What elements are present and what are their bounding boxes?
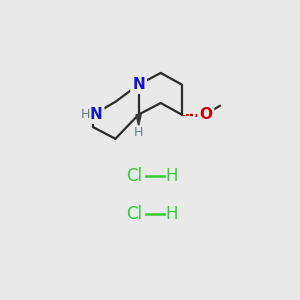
Text: N: N xyxy=(132,77,145,92)
Text: H: H xyxy=(134,126,143,139)
Text: Cl: Cl xyxy=(126,167,142,185)
Text: Cl: Cl xyxy=(126,205,142,223)
Text: O: O xyxy=(199,107,212,122)
Text: N: N xyxy=(90,107,103,122)
Text: H: H xyxy=(81,108,91,121)
Text: H: H xyxy=(165,167,177,185)
Text: H: H xyxy=(165,205,177,223)
Polygon shape xyxy=(136,115,141,126)
